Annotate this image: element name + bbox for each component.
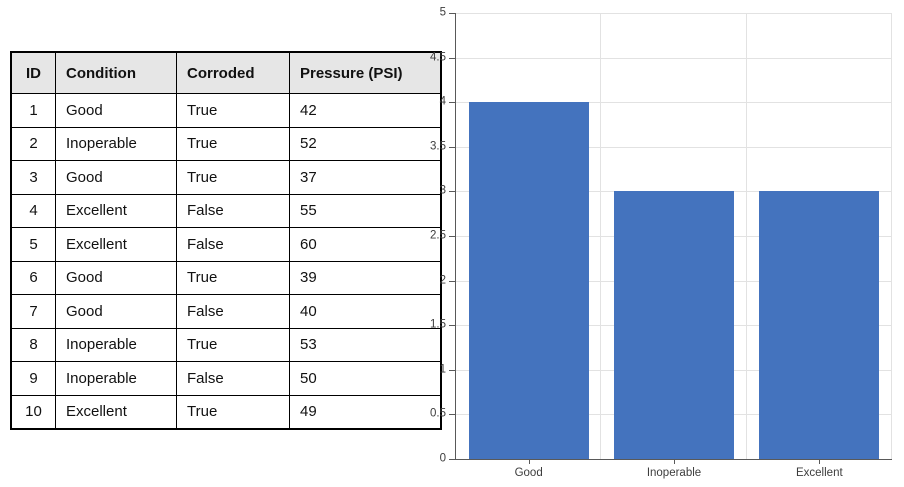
y-axis-tick-label: 5	[439, 6, 446, 19]
x-axis-category-label: Excellent	[795, 467, 843, 479]
table-cell: 6	[10, 260, 56, 295]
bar-excellent	[759, 191, 880, 459]
y-axis-tick	[448, 191, 455, 193]
table-row: 10 Excellent True 49	[10, 394, 442, 430]
bar-inoperable	[614, 191, 734, 459]
table-row: 7 Good False 40	[10, 294, 442, 329]
table-cell: False	[176, 361, 290, 396]
table-cell: False	[176, 227, 290, 262]
y-axis-tick-label: 1	[439, 363, 446, 376]
table-cell: Excellent	[55, 227, 177, 262]
table-header: ID Condition Corroded Pressure (PSI)	[10, 51, 442, 94]
table-cell: 50	[289, 361, 442, 396]
bar-good	[468, 102, 589, 459]
table-row: 3 Good True 37	[10, 160, 442, 195]
y-axis-tick	[448, 414, 455, 416]
x-axis-tick	[819, 459, 821, 464]
y-axis-tick	[448, 325, 455, 327]
table-cell: Excellent	[55, 193, 177, 228]
y-axis-tick-label: 2	[439, 273, 446, 286]
table-cell: True	[176, 260, 290, 295]
table-cell: 7	[10, 294, 56, 329]
table-cell: False	[176, 193, 290, 228]
table-cell: 42	[289, 93, 442, 128]
table-cell: 1	[10, 93, 56, 128]
table-cell: Good	[55, 160, 177, 195]
table-row: 4 Excellent False 55	[10, 193, 442, 228]
vertical-gridline	[891, 13, 892, 459]
table-cell: True	[176, 394, 290, 430]
table-cell: 40	[289, 294, 442, 329]
table-cell: Inoperable	[55, 327, 177, 362]
table-cell: False	[176, 294, 290, 329]
y-axis-tick	[448, 280, 455, 282]
vertical-gridline	[600, 13, 602, 459]
table-cell: 55	[289, 193, 442, 228]
table-cell: 49	[289, 394, 442, 430]
y-axis-tick	[448, 102, 455, 104]
table-header-cell: Corroded	[176, 51, 290, 94]
y-axis-tick	[448, 13, 455, 14]
table-header-cell: Pressure (PSI)	[289, 51, 442, 94]
y-axis-tick-label: 0.5	[430, 407, 446, 420]
table-row: 2 Inoperable True 52	[10, 126, 442, 161]
table-cell: Good	[55, 260, 177, 295]
y-axis-tick-label: 4.5	[430, 50, 446, 63]
horizontal-gridline	[456, 57, 892, 59]
table-cell: True	[176, 160, 290, 195]
table-row: 1 Good True 42	[10, 93, 442, 128]
table-body: 1 Good True 42 2 Inoperable True 52 3 Good True 37 4…	[10, 93, 442, 430]
pipe-data-table: ID Condition Corroded Pressure (PSI) 1 Good T…	[10, 51, 442, 430]
y-axis-tick	[448, 57, 455, 59]
x-axis-tick	[528, 459, 530, 464]
table-cell: 8	[10, 327, 56, 362]
table-cell: 39	[289, 260, 442, 295]
table-cell: Good	[55, 93, 177, 128]
table-cell: True	[176, 93, 290, 128]
table-cell: 10	[10, 394, 56, 430]
table-cell: 53	[289, 327, 442, 362]
table-cell: Inoperable	[55, 126, 177, 161]
table-cell: Good	[55, 294, 177, 329]
table-header-row: ID Condition Corroded Pressure (PSI)	[10, 51, 442, 94]
x-axis-category-label: Good	[514, 467, 543, 479]
table-row: 5 Excellent False 60	[10, 227, 442, 262]
horizontal-gridline	[456, 102, 892, 104]
table-cell: 4	[10, 193, 56, 228]
y-axis-tick-label: 3.5	[430, 140, 446, 153]
table-cell: 52	[289, 126, 442, 161]
table-cell: True	[176, 327, 290, 362]
horizontal-gridline	[456, 146, 892, 148]
y-axis-tick	[448, 236, 455, 237]
x-axis-tick	[674, 459, 675, 464]
table-cell: 37	[289, 160, 442, 195]
table-cell: 60	[289, 227, 442, 262]
y-axis-tick-label: 4	[439, 95, 446, 108]
table-header-cell: ID	[10, 51, 56, 94]
table-cell: 5	[10, 227, 56, 262]
y-axis-tick-label: 3	[439, 184, 446, 197]
table-cell: True	[176, 126, 290, 161]
table-cell: 3	[10, 160, 56, 195]
table-cell: Inoperable	[55, 361, 177, 396]
chart-plot-area: 0 0.5 1 1.5 2 2.5 3 3.5 4 4.5 5 Good Inoperable Excel…	[430, 7, 892, 479]
y-axis-tick-label: 0	[439, 452, 446, 465]
y-axis-tick-label: 2.5	[430, 229, 446, 242]
table-cell: 9	[10, 361, 56, 396]
table-header-cell: Condition	[55, 51, 177, 94]
condition-count-bar-chart: 0 0.5 1 1.5 2 2.5 3 3.5 4 4.5 5 Good Inoperable Excel…	[420, 0, 904, 487]
y-axis-tick-label: 1.5	[430, 318, 446, 331]
y-axis-tick	[448, 369, 455, 371]
table-cell: 2	[10, 126, 56, 161]
table-cell: Excellent	[55, 394, 177, 430]
x-axis-category-label: Inoperable	[646, 467, 702, 479]
table-row: 9 Inoperable False 50	[10, 361, 442, 396]
y-axis-tick	[448, 459, 455, 460]
vertical-gridline	[745, 13, 747, 459]
table-row: 8 Inoperable True 53	[10, 327, 442, 362]
horizontal-gridline	[456, 13, 892, 14]
y-axis-tick	[448, 146, 455, 148]
table-row: 6 Good True 39	[10, 260, 442, 295]
